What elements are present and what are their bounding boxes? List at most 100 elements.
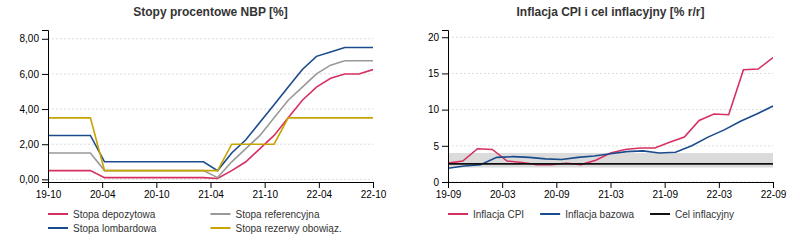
tick-label: 2,00	[20, 139, 40, 150]
tick-label: 21-04	[198, 189, 224, 200]
tick-label: 20-04	[90, 189, 116, 200]
tick-mark	[42, 109, 48, 110]
x-tick: 22-10	[361, 182, 387, 200]
x-axis: 19-09 20-03 20-09 21-03 21-09 22-03 22-09	[436, 182, 787, 200]
tick-mark	[773, 182, 774, 188]
legend-label: Stopa lombardowa	[73, 223, 157, 234]
y-tick: 6,00	[20, 69, 48, 80]
panel: 19-09 20-03 20-09 21-03 21-09 22-03 22-09 0 5 10 1…	[428, 5, 787, 220]
tick-label: 5	[433, 141, 439, 152]
tick-mark	[665, 182, 666, 188]
tick-mark	[611, 182, 612, 188]
tick-label: 0,00	[20, 174, 40, 185]
y-tick: 15	[428, 68, 448, 79]
tick-mark	[442, 37, 448, 38]
tick-label: 22-09	[761, 189, 787, 200]
axis-line	[442, 31, 449, 183]
grid-line	[48, 73, 373, 74]
x-tick: 22-09	[761, 182, 787, 200]
tick-mark	[211, 182, 212, 188]
y-tick: 0,00	[20, 174, 48, 185]
tick-mark	[42, 179, 48, 180]
tick-mark	[442, 182, 448, 183]
legend-swatch	[211, 227, 231, 229]
y-tick: 5	[433, 141, 448, 152]
legend-swatch	[540, 213, 560, 215]
grid-line	[448, 145, 773, 146]
marks	[448, 58, 773, 169]
legend-item: Cel inflacyjny	[650, 209, 734, 220]
legend-item: Inflacja bazowa	[540, 209, 634, 220]
y-tick: 0	[433, 177, 448, 188]
tick-mark	[373, 182, 374, 188]
grid-line	[448, 37, 773, 38]
y-tick: 4,00	[20, 104, 48, 115]
legend-item: Stopa depozytowa	[48, 209, 156, 220]
tick-mark	[156, 182, 157, 188]
tick-mark	[442, 73, 448, 74]
x-tick: 21-10	[252, 182, 278, 200]
tick-label: 21-10	[252, 189, 278, 200]
series-line	[48, 61, 373, 178]
axis-line	[42, 31, 49, 183]
x-tick: 19-10	[36, 182, 62, 200]
tick-mark	[319, 182, 320, 188]
legend-swatch	[48, 227, 68, 229]
legend-swatch	[650, 213, 670, 215]
tick-mark	[42, 74, 48, 75]
y-tick: 2,00	[20, 139, 48, 150]
legend-label: Cel inflacyjny	[675, 209, 734, 220]
legend-label: Stopa depozytowa	[73, 209, 156, 220]
legend: Inflacja CPI Inflacja bazowa Cel inflacyjn…	[448, 209, 734, 220]
tick-label: 19-09	[436, 189, 462, 200]
legend-item: Stopa referencyjna	[211, 209, 320, 220]
tick-mark	[442, 146, 448, 147]
panel: 19-10 20-04 20-10 21-04 21-10 22-04 22-10 0,00 2…	[20, 5, 387, 234]
y-tick: 20	[428, 32, 448, 43]
tick-mark	[42, 39, 48, 40]
x-tick: 21-03	[598, 182, 624, 200]
chart-title: Stopy procentowe NBP [%]	[133, 5, 287, 19]
y-axis: 0 5 10 15 20	[428, 31, 449, 188]
legend-swatch	[211, 213, 231, 215]
marks	[48, 48, 373, 179]
axis-line	[49, 183, 374, 189]
series-line	[448, 58, 773, 165]
x-tick: 22-03	[707, 182, 733, 200]
x-tick: 21-04	[198, 182, 224, 200]
axis-line	[449, 183, 774, 189]
tick-label: 21-09	[652, 189, 678, 200]
y-tick: 8,00	[20, 33, 48, 44]
tick-label: 4,00	[20, 104, 40, 115]
x-tick: 19-09	[436, 182, 462, 200]
tick-mark	[502, 182, 503, 188]
legend: Stopa depozytowa Stopa referencyjna Stopa …	[48, 209, 342, 234]
legend-item: Stopa rezerwy obowiąz.	[211, 223, 342, 234]
x-tick: 20-04	[90, 182, 116, 200]
legend-label: Inflacja bazowa	[565, 209, 634, 220]
y-axis: 0,00 2,00 4,00 6,00 8,00	[20, 31, 49, 186]
grid-line	[448, 73, 773, 74]
tick-label: 19-10	[36, 189, 62, 200]
x-tick: 22-04	[307, 182, 333, 200]
tick-label: 20-09	[544, 189, 570, 200]
x-tick: 20-10	[144, 182, 170, 200]
grid-line	[48, 179, 373, 180]
tick-mark	[102, 182, 103, 188]
legend-label: Stopa referencyjna	[236, 209, 320, 220]
tick-mark	[719, 182, 720, 188]
tick-label: 15	[428, 68, 440, 79]
series-line	[48, 48, 373, 171]
tick-mark	[265, 182, 266, 188]
legend-swatch	[448, 213, 468, 215]
grid-line	[48, 109, 373, 110]
legend-item: Inflacja CPI	[448, 209, 524, 220]
series-line	[48, 118, 373, 171]
y-tick: 10	[428, 104, 448, 115]
tick-label: 8,00	[20, 33, 40, 44]
x-tick: 20-03	[490, 182, 516, 200]
tick-mark	[556, 182, 557, 188]
tick-label: 20	[428, 32, 440, 43]
tick-mark	[42, 144, 48, 145]
tick-mark	[442, 110, 448, 111]
